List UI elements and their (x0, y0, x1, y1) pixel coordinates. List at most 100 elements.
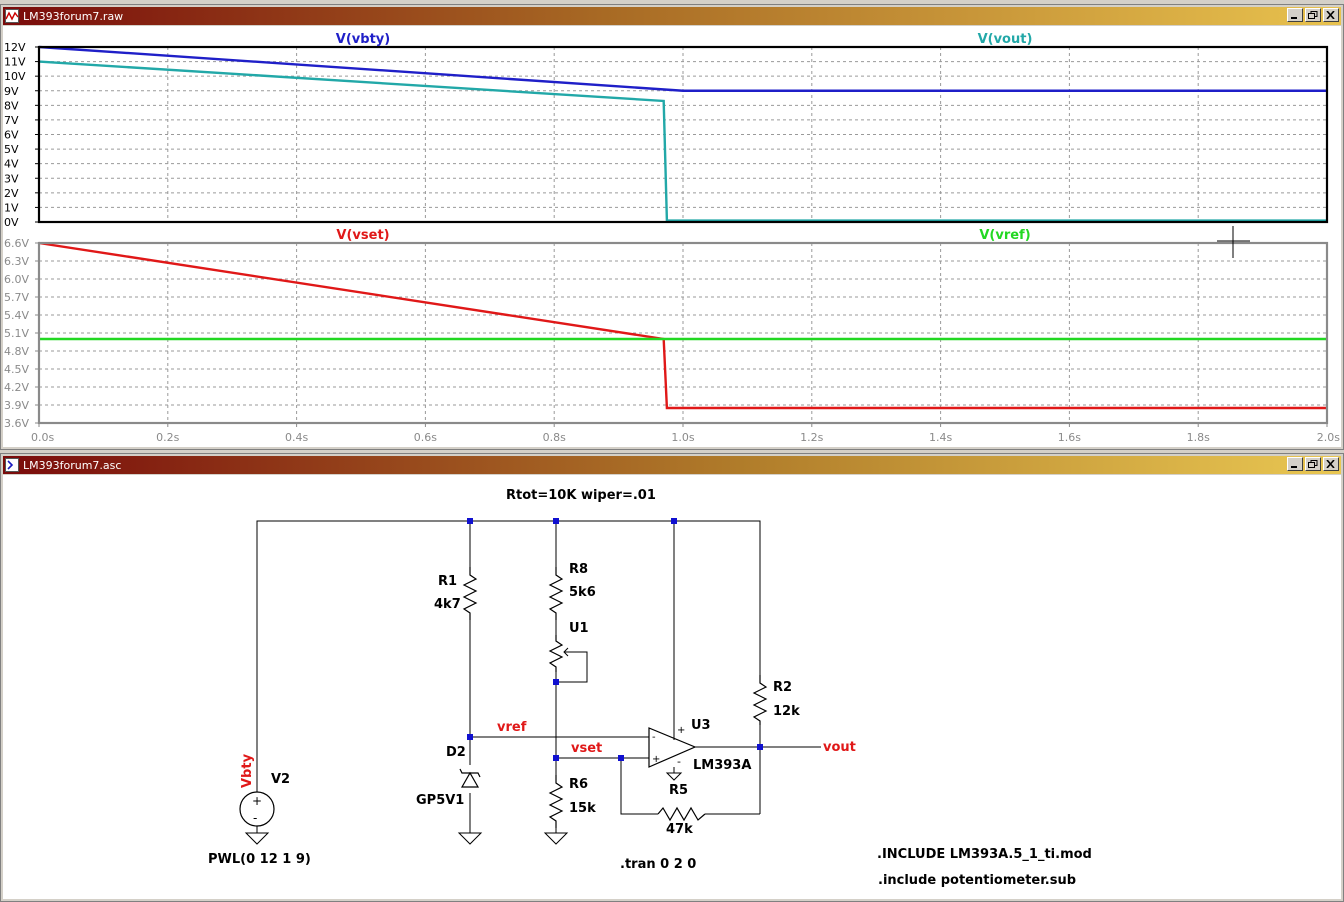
d2-zener-symbol[interactable] (459, 768, 481, 788)
d2-name[interactable]: D2 (446, 745, 466, 760)
x-tick-label: 0.8s (543, 431, 566, 444)
y-tick-label: 2V (4, 187, 19, 200)
lower-plot-pane[interactable]: 6.6V 6.3V 6.0V 5.7V 5.4V 5.1V 4.8V 4.5V 4.2V 3.9V… (4, 228, 1329, 430)
ground-icon (457, 832, 483, 845)
y-tick-label: 5.1V (4, 327, 29, 340)
v2-name[interactable]: V2 (271, 772, 290, 787)
trace-V(vset)[interactable] (38, 241, 1327, 410)
waveform-titlebar[interactable]: LM393forum7.raw (3, 7, 1341, 25)
y-tick-label: 11V (4, 56, 26, 69)
r5-value[interactable]: 47k (666, 822, 693, 837)
schematic-window: LM393forum7.asc Rtot=10K wiper=.01 (0, 453, 1344, 902)
junction-dots (467, 518, 763, 761)
ground-icon (543, 832, 569, 845)
wires[interactable] (256, 520, 821, 833)
r8-name[interactable]: R8 (569, 562, 588, 577)
y-tick-label: 12V (4, 41, 26, 54)
net-label-vset[interactable]: vset (571, 741, 602, 756)
include-directive-potentiometer[interactable]: .include potentiometer.sub (878, 873, 1076, 888)
u3-opamp-symbol[interactable] (648, 727, 697, 768)
y-tick-label: 9V (4, 85, 19, 98)
r1-name[interactable]: R1 (438, 574, 457, 589)
restore-button[interactable] (1305, 457, 1321, 471)
restore-icon (1308, 460, 1318, 468)
y-tick-label: 5.4V (4, 309, 29, 322)
x-tick-label: 0.0s (31, 431, 54, 444)
trace-label[interactable]: V(vset) (336, 228, 389, 243)
r8-symbol (548, 567, 564, 620)
r5-name[interactable]: R5 (669, 783, 688, 798)
y-tick-label: 7V (4, 114, 19, 127)
y-tick-label: 8V (4, 99, 19, 112)
v2-value[interactable]: PWL(0 12 1 9) (208, 852, 311, 867)
waveform-app-icon (5, 9, 19, 23)
r6-name[interactable]: R6 (569, 777, 588, 792)
directive-rtot[interactable]: Rtot=10K wiper=.01 (506, 488, 656, 503)
u3-value[interactable]: LM393A (693, 758, 751, 773)
y-tick-label: 3.9V (4, 399, 29, 412)
y-tick-label: 10V (4, 70, 26, 83)
minimize-icon (1291, 17, 1297, 19)
r6-value[interactable]: 15k (569, 801, 596, 816)
include-directive-lm393[interactable]: .INCLUDE LM393A.5_1_ti.mod (877, 847, 1092, 862)
v2-plus-sign: + (252, 794, 262, 808)
schematic-titlebar[interactable]: LM393forum7.asc (3, 456, 1341, 474)
r5-symbol (657, 806, 706, 822)
net-label-vout[interactable]: vout (823, 740, 856, 755)
r6-symbol (548, 775, 564, 828)
d2-value[interactable]: GP5V1 (416, 793, 464, 808)
y-tick-label: 5V (4, 143, 19, 156)
v2-source-symbol[interactable]: + - (239, 791, 275, 827)
waveform-plot-area[interactable]: 12V 11V 10V 9V 8V 7V 6V 5V 4V 3V 2V 1V 0V V(vbty) V(vo… (3, 26, 1341, 447)
close-button[interactable] (1323, 457, 1339, 471)
x-tick-label: 0.6s (414, 431, 437, 444)
net-label-vref[interactable]: vref (497, 720, 527, 735)
trace-label[interactable]: V(vref) (979, 228, 1030, 243)
time-axis: 0.0s 0.2s 0.4s 0.6s 0.8s 1.0s 1.2s 1.4s 1.6s 1.8s… (31, 423, 1340, 444)
x-tick-label: 0.2s (156, 431, 179, 444)
x-tick-label: 2.0s (1317, 431, 1340, 444)
r2-symbol (752, 675, 768, 725)
tran-directive[interactable]: .tran 0 2 0 (620, 857, 696, 872)
schematic-app-icon (5, 458, 19, 472)
trace-V(vbty)[interactable] (38, 45, 1327, 92)
r1-symbol (462, 567, 478, 620)
r2-value[interactable]: 12k (773, 704, 800, 719)
wiper-arrow-icon (563, 647, 575, 657)
opamp-noninv-sign: + (652, 754, 660, 765)
schematic-drawing[interactable]: Rtot=10K wiper=.01 (3, 475, 1341, 901)
opamp-vplus-sign: + (677, 725, 685, 736)
r8-value[interactable]: 5k6 (569, 585, 596, 600)
y-tick-label: 4.8V (4, 345, 29, 358)
net-label-vbty[interactable]: Vbty (240, 753, 255, 788)
trace-V(vout)[interactable] (38, 60, 1327, 222)
resistor-symbols[interactable] (462, 567, 768, 828)
r2-name[interactable]: R2 (773, 680, 792, 695)
minimize-button[interactable] (1287, 457, 1303, 471)
opamp-inv-sign: - (652, 732, 656, 743)
ground-icon (665, 772, 683, 781)
y-tick-label: 3.6V (4, 417, 29, 430)
u1-name[interactable]: U1 (569, 621, 589, 636)
y-tick-label: 1V (4, 201, 19, 214)
pane-border (37, 45, 1329, 224)
y-tick-label: 5.7V (4, 291, 29, 304)
x-tick-label: 1.6s (1058, 431, 1081, 444)
schematic-canvas[interactable]: Rtot=10K wiper=.01 (3, 475, 1341, 899)
minimize-button[interactable] (1287, 8, 1303, 22)
trace-label[interactable]: V(vout) (978, 32, 1033, 47)
x-tick-label: 1.0s (671, 431, 694, 444)
restore-button[interactable] (1305, 8, 1321, 22)
ground-symbols (244, 772, 683, 845)
close-button[interactable] (1323, 8, 1339, 22)
x-tick-label: 0.4s (285, 431, 308, 444)
x-tick-label: 1.2s (800, 431, 823, 444)
waveform-window: LM393forum7.raw 12V 11V 10V 9V 8V 7V 6V 5V 4V 3V 2… (0, 4, 1344, 450)
close-icon (1326, 11, 1335, 19)
r1-value[interactable]: 4k7 (434, 597, 461, 612)
y-tick-label: 0V (4, 216, 19, 229)
u3-name[interactable]: U3 (691, 718, 711, 733)
trace-label[interactable]: V(vbty) (336, 32, 390, 47)
